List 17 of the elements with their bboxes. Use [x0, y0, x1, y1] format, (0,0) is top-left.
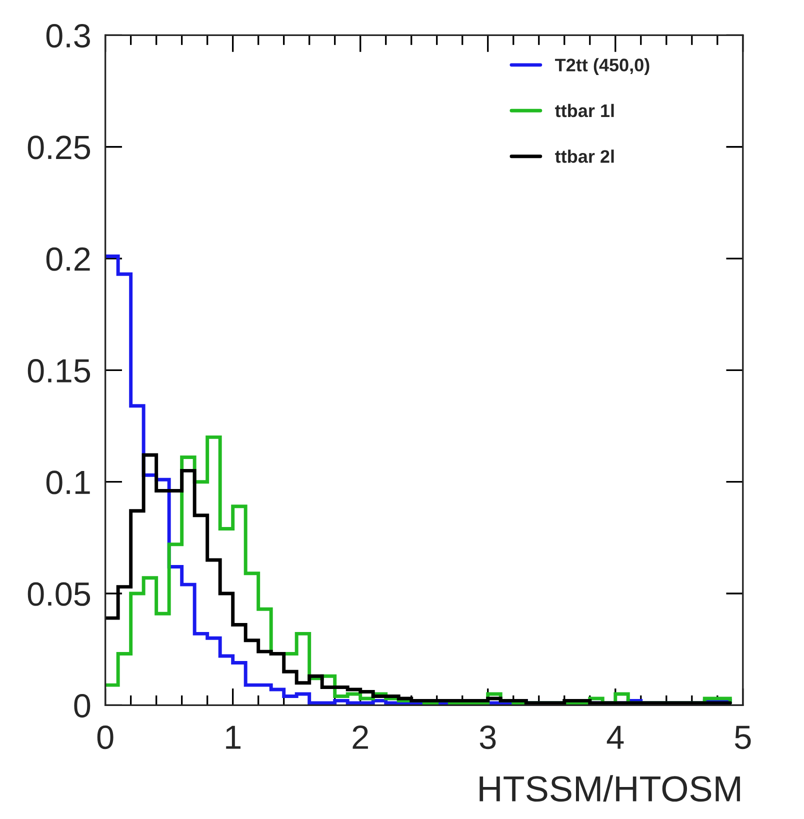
y-tick-label: 0.25: [28, 136, 90, 160]
y-tick-label: 0.1: [46, 470, 90, 494]
legend-label: ttbar 1l: [555, 104, 614, 118]
y-tick-label: 0.3: [46, 24, 90, 48]
x-tick-label: 4: [606, 726, 624, 749]
y-tick-label: 0: [74, 694, 90, 718]
x-axis-title: HTSSM/HTOSM: [480, 775, 740, 802]
x-tick-label: 0: [97, 725, 114, 750]
legend-label: T2tt (450,0): [555, 58, 650, 75]
x-tick-label: 2: [352, 725, 368, 749]
y-tick-label: 0.2: [46, 247, 90, 271]
x-tick-label: 5: [734, 726, 751, 750]
legend-label: ttbar 2l: [555, 150, 614, 163]
y-tick-label: 0.15: [28, 358, 90, 383]
x-tick-label: 1: [226, 726, 240, 749]
y-tick-label: 0.05: [28, 582, 90, 606]
x-tick-label: 3: [480, 725, 496, 750]
